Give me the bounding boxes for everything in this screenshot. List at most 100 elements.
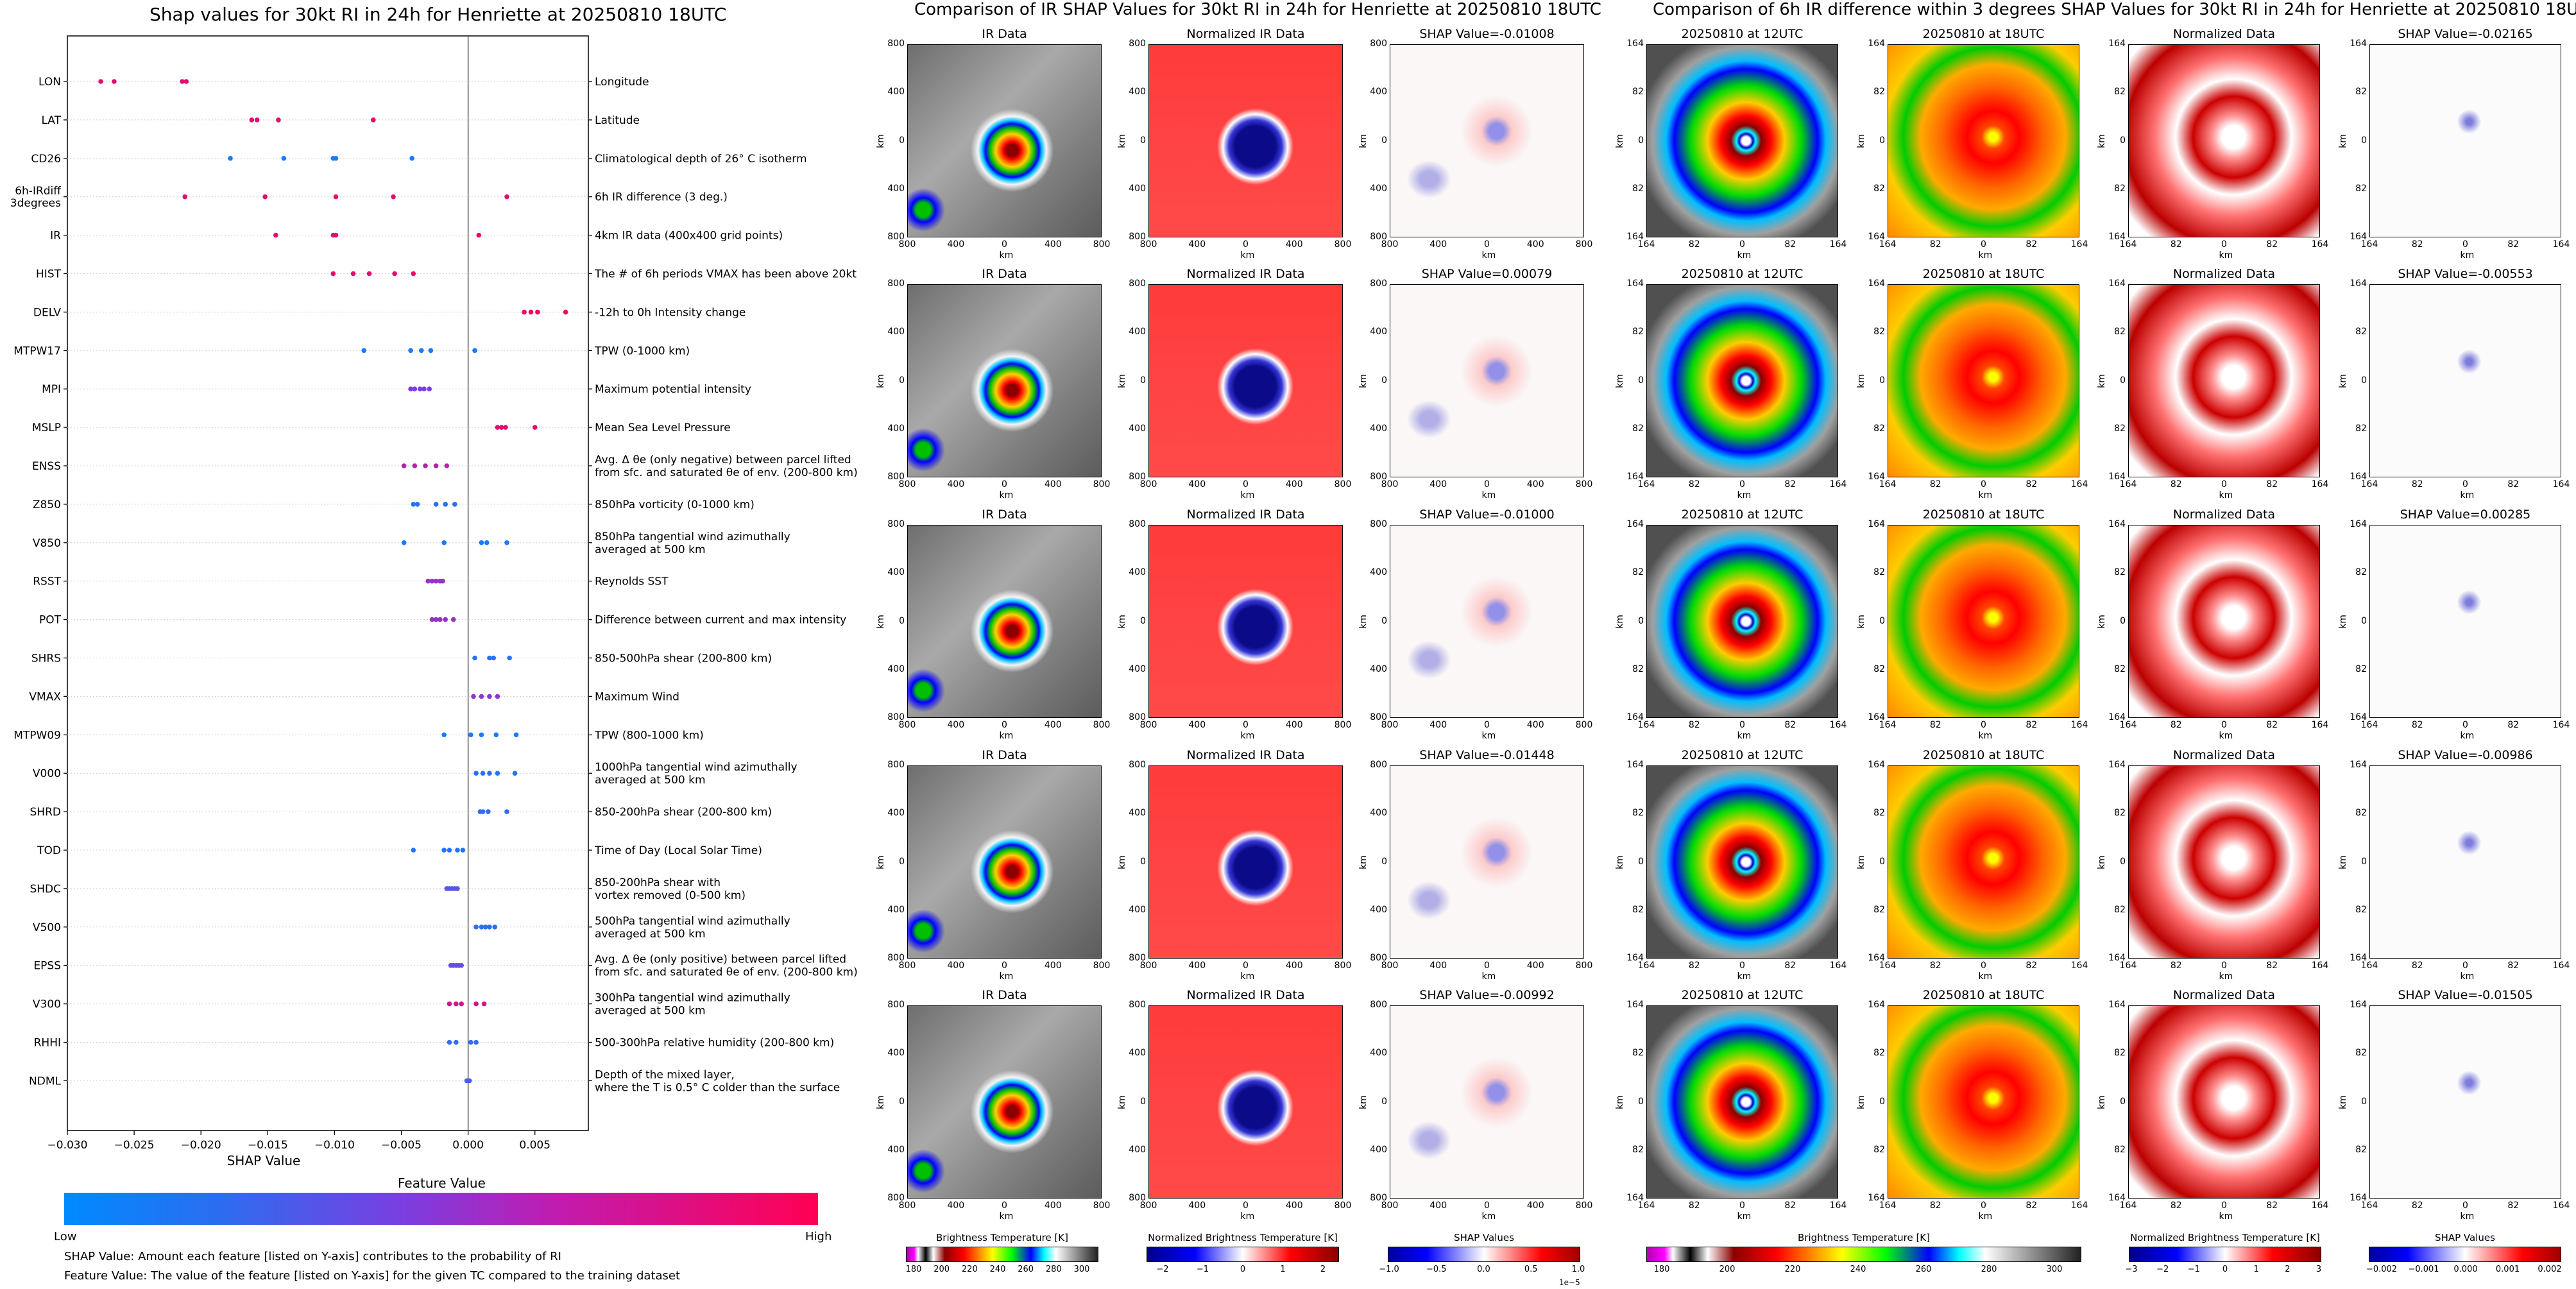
ytick-label: 82 (1632, 904, 1644, 915)
irdiff-18utc-panel (1888, 284, 2079, 477)
xtick-label: 0 (1002, 960, 1007, 971)
ytick-label: 164 (1868, 760, 1885, 770)
xtick-label: 400 (1044, 720, 1062, 730)
xtick-label: 164 (1879, 720, 1897, 730)
middle-title: Comparison of IR SHAP Values for 30kt RI… (914, 0, 1601, 19)
feature-description: Reynolds SST (595, 576, 669, 588)
mid-cbar2 (1147, 1247, 1339, 1262)
shap-point (112, 79, 117, 84)
ytick-label: 164 (2350, 1193, 2367, 1203)
ytick-label: 0 (2120, 135, 2126, 146)
xtick-label: 0 (2221, 1200, 2227, 1211)
ytick-label: 800 (1370, 232, 1387, 242)
ir-data-panel (907, 765, 1102, 959)
ytick-label: 164 (2108, 1000, 2126, 1010)
ytick-label: 82 (2114, 327, 2126, 337)
right-cbar2 (2129, 1247, 2321, 1262)
shap-point (493, 732, 499, 738)
feature-label: V000 (33, 767, 61, 780)
x-axis-label: km (1978, 1211, 1993, 1222)
xtick-label: 82 (2411, 720, 2423, 730)
xtick-label: 800 (1139, 720, 1157, 730)
xtick-label: 800 (1575, 239, 1593, 250)
shap-point (428, 348, 434, 354)
ytick-label: 400 (1129, 808, 1146, 819)
feature-label: RHHI (34, 1037, 61, 1050)
shap-point (422, 386, 427, 391)
ytick-label: 0 (1879, 135, 1885, 146)
ytick-label: 400 (1129, 327, 1146, 337)
shap-point (492, 925, 498, 930)
shap-point (411, 848, 416, 853)
xtick-label: 0 (2462, 960, 2468, 971)
ytick-label: 82 (2114, 423, 2126, 434)
normalized-ir-panel (1148, 765, 1343, 959)
xtick-label: 0 (1484, 720, 1490, 730)
x-axis-label: km (999, 250, 1014, 260)
y-axis-label: km (2337, 614, 2348, 629)
xtick-label: 164 (1637, 479, 1655, 490)
irdiff-shap-panel (2369, 1005, 2561, 1199)
irdiff-normalized-panel (2128, 765, 2320, 959)
panel-title: IR Data (982, 267, 1027, 281)
ytick-label: 82 (2114, 567, 2126, 578)
right-cbar1-label: Brightness Temperature [K] (1798, 1232, 1930, 1243)
ytick-label: 164 (2350, 232, 2367, 242)
ytick-label: 82 (1873, 663, 1885, 674)
xtick-label: 164 (2119, 239, 2137, 250)
feature-label: HIST (36, 268, 62, 281)
xtick-label: 400 (1526, 239, 1544, 250)
irdiff-normalized-panel (2128, 525, 2320, 718)
shap-point (447, 848, 452, 853)
x-axis-label: km (1978, 490, 1993, 500)
y-axis-label: km (2096, 373, 2107, 388)
xtick-label: 82 (2170, 960, 2182, 971)
ytick-label: 82 (2114, 1144, 2126, 1155)
xtick-label: 0 (1981, 239, 1986, 250)
x-axis-label: km (2219, 1211, 2233, 1222)
panel-title: Normalized Data (2172, 988, 2276, 1002)
ytick-label: 82 (1632, 1048, 1644, 1059)
ytick-label: 400 (887, 423, 905, 434)
xtick-label: 164 (1829, 960, 1847, 971)
x-axis-label: km (1978, 250, 1993, 260)
feature-label: CD26 (31, 153, 61, 166)
x-axis-label: km (1978, 731, 1993, 741)
right-cbar3-label: SHAP Values (2435, 1232, 2495, 1243)
xtick-label: 400 (1188, 1200, 1206, 1211)
irdiff-shap-panel (2369, 284, 2561, 477)
xtick-label: 164 (2311, 720, 2329, 730)
shap-point (441, 540, 447, 545)
xtick-label: 164 (2552, 960, 2570, 971)
ytick-label: 82 (1632, 808, 1644, 819)
colorbar-tick-label: 300 (2046, 1265, 2063, 1274)
feature-colorbar (64, 1193, 818, 1225)
xtick-label: 0 (2221, 960, 2227, 971)
shap-point (414, 502, 420, 507)
feature-label: TOD (37, 844, 61, 857)
shap-point (473, 1039, 479, 1045)
colorbar-tick-label: −2 (1156, 1265, 1169, 1274)
x-axis-label: km (1481, 250, 1496, 260)
x-axis-label: km (1737, 731, 1752, 741)
y-axis-label: km (2096, 133, 2107, 148)
xtick-label: 400 (1044, 960, 1062, 971)
shap-point (401, 463, 407, 468)
feature-description: 1000hPa tangential wind azimuthally (595, 761, 798, 774)
y-axis-label: km (2096, 1095, 2107, 1109)
ytick-label: 82 (1632, 327, 1644, 337)
xtick-label: 0 (1739, 239, 1745, 250)
feature-label: NDML (29, 1075, 61, 1088)
ytick-label: 800 (887, 953, 905, 963)
shap-point (482, 925, 488, 930)
xtick-label: 82 (2170, 720, 2182, 730)
xtick-label: 400 (1429, 239, 1447, 250)
ytick-label: 164 (1626, 38, 1644, 49)
irdiff-18utc-panel (1888, 1005, 2079, 1199)
ytick-label: 164 (2350, 278, 2367, 289)
shap-point (444, 463, 450, 468)
x-axis-label: km (999, 971, 1014, 982)
xtick-label: 800 (1381, 720, 1399, 730)
xtick-label: 800 (1381, 1200, 1399, 1211)
ytick-label: 400 (887, 808, 905, 819)
